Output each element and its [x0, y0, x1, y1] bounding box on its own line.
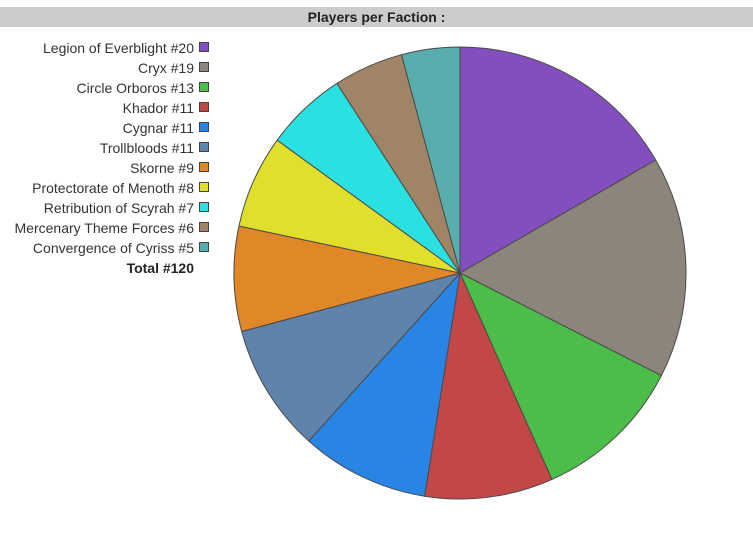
- legend-swatch: [199, 142, 209, 152]
- legend-label: Cygnar #11: [122, 120, 194, 136]
- legend-label: Convergence of Cyriss #5: [32, 240, 194, 256]
- legend-swatch: [199, 122, 209, 132]
- legend-item-trollbloods: Trollbloods #11: [0, 138, 212, 158]
- pie-slice-0: [459, 46, 657, 274]
- legend-label: Cryx #19: [137, 60, 194, 76]
- legend-label: Legion of Everblight #20: [43, 40, 194, 56]
- chart-title: Players per Faction :: [0, 7, 753, 27]
- legend-item-skorne: Skorne #9: [0, 158, 212, 178]
- legend-item-protectorate: Protectorate of Menoth #8: [0, 178, 212, 198]
- legend-label: Khador #11: [122, 100, 194, 116]
- legend-label: Mercenary Theme Forces #6: [14, 220, 194, 236]
- legend-item-cryx: Cryx #19: [0, 58, 212, 78]
- legend-swatch: [199, 82, 209, 92]
- legend-swatch: [199, 162, 209, 172]
- legend-swatch: [199, 242, 209, 252]
- pie-slice-2: [458, 271, 663, 481]
- legend-swatch: [199, 222, 209, 232]
- legend-label: Trollbloods #11: [99, 140, 194, 156]
- legend-label: Skorne #9: [130, 160, 194, 176]
- legend-swatch: [199, 102, 209, 112]
- legend-item-retribution: Retribution of Scyrah #7: [0, 198, 212, 218]
- pie-slice-10: [400, 46, 461, 274]
- legend-label: Protectorate of Menoth #8: [32, 180, 194, 196]
- legend-swatch: [199, 182, 209, 192]
- legend-item-cygnar: Cygnar #11: [0, 118, 212, 138]
- legend-item-mercenary: Mercenary Theme Forces #6: [0, 218, 212, 238]
- legend-swatch: [199, 202, 209, 212]
- total-label: Total #120: [126, 260, 194, 276]
- legend-label: Retribution of Scyrah #7: [43, 200, 194, 216]
- pie-slice-4: [308, 271, 461, 497]
- legend-total: Total #120: [0, 258, 212, 278]
- legend: Legion of Everblight #20 Cryx #19 Circle…: [0, 38, 212, 278]
- legend-item-circle-orboros: Circle Orboros #13: [0, 78, 212, 98]
- legend-item-convergence: Convergence of Cyriss #5: [0, 238, 212, 258]
- legend-item-legion: Legion of Everblight #20: [0, 38, 212, 58]
- legend-swatch: [199, 42, 209, 52]
- pie-slice-3: [424, 271, 553, 500]
- pie-slice-5: [241, 272, 462, 442]
- pie-slice-1: [458, 159, 687, 377]
- legend-item-khador: Khador #11: [0, 98, 212, 118]
- legend-swatch: [199, 62, 209, 72]
- legend-label: Circle Orboros #13: [76, 80, 195, 96]
- pie-slice-6: [233, 225, 461, 333]
